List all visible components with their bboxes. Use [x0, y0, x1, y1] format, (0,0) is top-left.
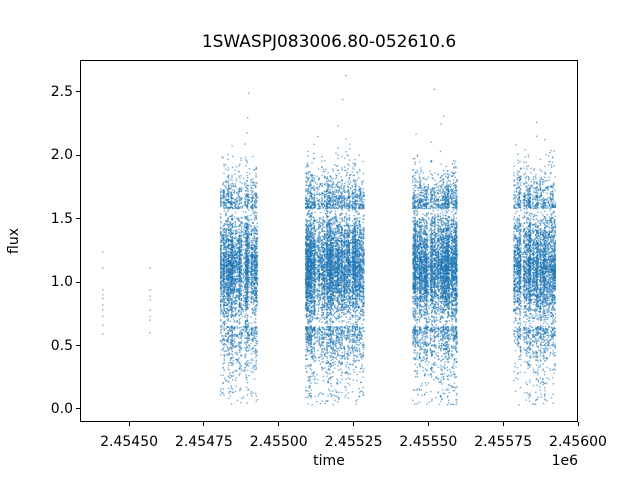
y-tick-label: 1.0: [50, 274, 73, 291]
y-tick-mark: [76, 218, 80, 220]
x-tick-mark: [128, 422, 130, 426]
y-tick-mark: [76, 154, 80, 156]
x-tick-mark: [278, 422, 280, 426]
x-tick-label: 2.45500: [249, 434, 308, 450]
y-tick-label: 0.0: [50, 400, 73, 417]
y-tick-mark: [76, 281, 80, 283]
y-tick-mark: [76, 408, 80, 410]
x-tick-label: 2.45575: [474, 434, 533, 450]
x-tick-mark: [427, 422, 429, 426]
x-axis-label: time: [313, 453, 345, 469]
y-tick-mark: [76, 345, 80, 347]
x-tick-label: 2.45550: [399, 434, 458, 450]
x-tick-mark: [353, 422, 355, 426]
y-tick-label: 1.5: [50, 210, 73, 227]
x-tick-mark: [502, 422, 504, 426]
x-tick-mark: [203, 422, 205, 426]
x-axis-offset-label: 1e6: [551, 453, 578, 469]
chart-title: 1SWASPJ083006.80-052610.6: [201, 32, 457, 52]
y-tick-mark: [76, 91, 80, 93]
x-tick-label: 2.45475: [174, 434, 233, 450]
y-tick-label: 0.5: [50, 337, 73, 354]
x-tick-label: 2.45600: [549, 434, 607, 450]
y-tick-label: 2.5: [50, 83, 73, 100]
x-tick-mark: [577, 422, 579, 426]
x-tick-label: 2.45450: [100, 434, 159, 450]
plot-area-frame: [80, 60, 578, 422]
x-tick-label: 2.45525: [324, 434, 383, 450]
y-tick-label: 2.0: [50, 147, 73, 164]
y-axis-label: flux: [6, 228, 22, 254]
